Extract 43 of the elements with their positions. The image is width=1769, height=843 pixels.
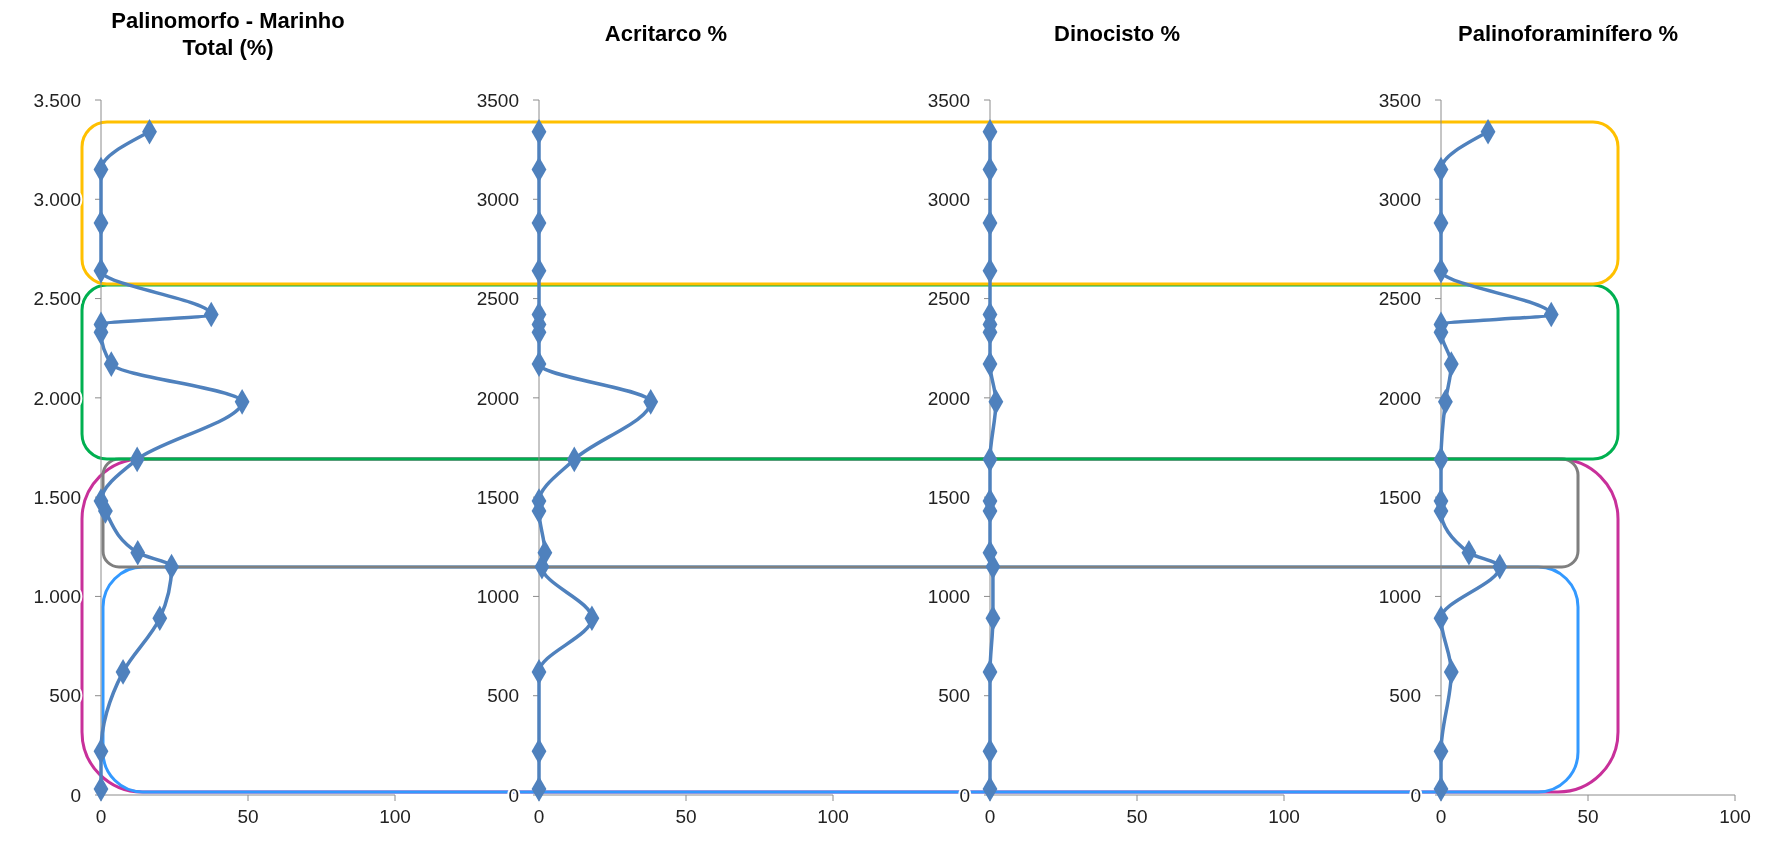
chart-title: Palinomorfo - Marinho Total (%) bbox=[111, 8, 345, 60]
y-tick-label: 2000 bbox=[927, 387, 970, 409]
x-tick-label: 100 bbox=[379, 806, 411, 827]
chart-title: Dinocisto % bbox=[1054, 21, 1180, 46]
x-tick-label: 100 bbox=[1719, 806, 1751, 827]
y-tick-label: 1.000 bbox=[33, 586, 81, 608]
y-tick-label: 0 bbox=[70, 784, 81, 806]
x-tick-label: 0 bbox=[1435, 806, 1447, 827]
y-tick-label: 3000 bbox=[1378, 188, 1421, 210]
y-tick-label: 2.500 bbox=[33, 288, 81, 310]
y-tick-label: 3.500 bbox=[33, 89, 81, 111]
y-tick-label: 2500 bbox=[476, 288, 519, 310]
y-tick-label: 500 bbox=[487, 685, 519, 707]
x-tick-label: 50 bbox=[675, 806, 697, 827]
chart-title: Palinoforaminífero % bbox=[1457, 21, 1679, 46]
x-tick-label: 50 bbox=[1126, 806, 1148, 827]
y-tick-label: 500 bbox=[938, 685, 970, 707]
x-tick-label: 100 bbox=[1268, 806, 1300, 827]
y-tick-label: 2000 bbox=[476, 387, 519, 409]
y-tick-label: 1000 bbox=[927, 586, 970, 608]
y-tick-label: 3000 bbox=[476, 188, 519, 210]
y-tick-label: 3500 bbox=[476, 89, 519, 111]
y-tick-label: 1500 bbox=[1378, 486, 1421, 508]
x-tick-label: 0 bbox=[95, 806, 107, 827]
y-tick-label: 3500 bbox=[1378, 89, 1421, 111]
x-tick-label: 50 bbox=[237, 806, 259, 827]
y-tick-label: 3000 bbox=[927, 188, 970, 210]
y-tick-label: 1000 bbox=[1378, 586, 1421, 608]
y-tick-label: 500 bbox=[49, 685, 81, 707]
y-tick-label: 1.500 bbox=[33, 486, 81, 508]
y-tick-label: 1500 bbox=[927, 486, 970, 508]
x-tick-label: 0 bbox=[984, 806, 996, 827]
y-tick-label: 500 bbox=[1389, 685, 1421, 707]
y-tick-label: 2000 bbox=[1378, 387, 1421, 409]
y-tick-label: 1000 bbox=[476, 586, 519, 608]
x-tick-label: 50 bbox=[1577, 806, 1599, 827]
y-tick-label: 2500 bbox=[1378, 288, 1421, 310]
y-tick-label: 2500 bbox=[927, 288, 970, 310]
x-tick-label: 100 bbox=[817, 806, 849, 827]
y-tick-label: 3500 bbox=[927, 89, 970, 111]
chart-title: Acritarco % bbox=[604, 21, 728, 46]
x-tick-label: 0 bbox=[533, 806, 545, 827]
y-tick-label: 1500 bbox=[476, 486, 519, 508]
